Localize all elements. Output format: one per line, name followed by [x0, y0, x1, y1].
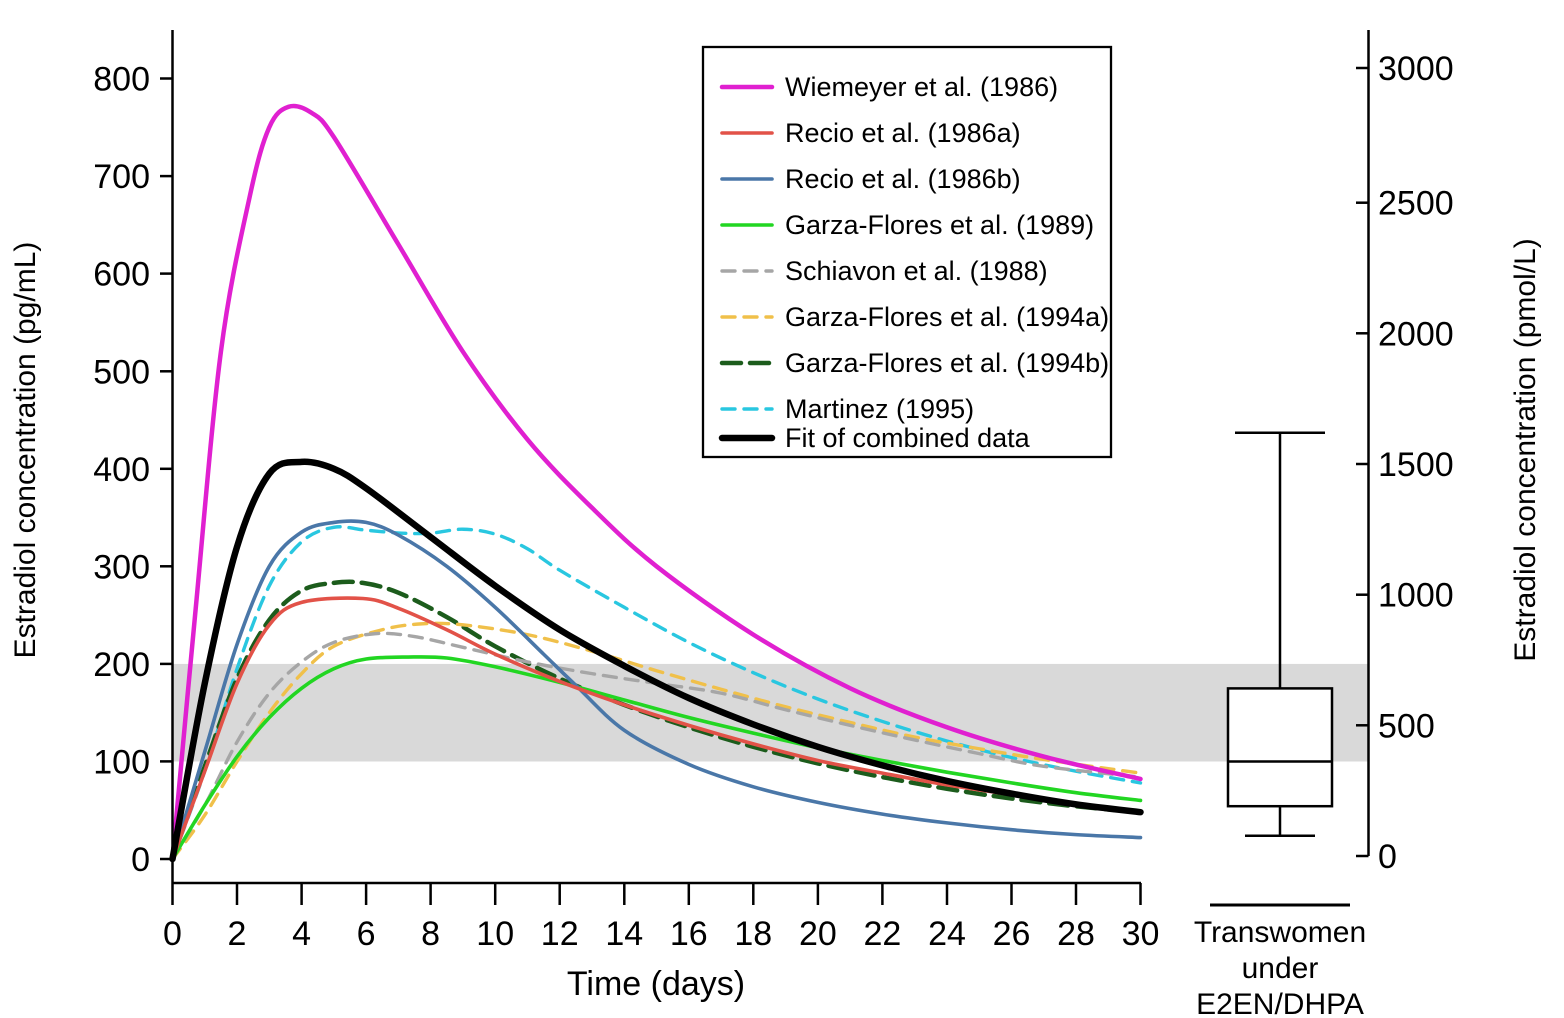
svg-text:Estradiol concentration (pg/mL: Estradiol concentration (pg/mL): [9, 242, 42, 659]
svg-text:Time (days): Time (days): [567, 965, 745, 1003]
svg-text:300: 300: [93, 548, 150, 586]
svg-text:14: 14: [605, 915, 643, 953]
svg-text:16: 16: [670, 915, 708, 953]
svg-text:8: 8: [421, 915, 440, 953]
svg-text:Martinez (1995): Martinez (1995): [785, 394, 974, 424]
svg-text:200: 200: [93, 646, 150, 684]
svg-text:0: 0: [1378, 838, 1397, 876]
svg-text:Recio et al. (1986a): Recio et al. (1986a): [785, 118, 1021, 148]
svg-text:6: 6: [357, 915, 376, 953]
svg-text:0: 0: [131, 841, 150, 879]
svg-text:Schiavon et al. (1988): Schiavon et al. (1988): [785, 256, 1048, 286]
svg-text:1000: 1000: [1378, 577, 1454, 615]
svg-text:100: 100: [93, 743, 150, 781]
svg-text:Wiemeyer et al. (1986): Wiemeyer et al. (1986): [785, 72, 1058, 102]
svg-text:Estradiol concentration (pmol/: Estradiol concentration (pmol/L): [1509, 238, 1542, 662]
svg-text:3000: 3000: [1378, 50, 1454, 88]
svg-text:400: 400: [93, 451, 150, 489]
svg-text:26: 26: [993, 915, 1031, 953]
svg-text:600: 600: [93, 256, 150, 294]
svg-text:Garza-Flores et al. (1994a): Garza-Flores et al. (1994a): [785, 302, 1109, 332]
svg-text:12: 12: [541, 915, 579, 953]
svg-text:2000: 2000: [1378, 315, 1454, 353]
svg-text:28: 28: [1057, 915, 1095, 953]
svg-text:Transwomen: Transwomen: [1194, 916, 1366, 949]
svg-text:under: under: [1242, 952, 1319, 985]
svg-text:Garza-Flores et al. (1994b): Garza-Flores et al. (1994b): [785, 348, 1109, 378]
svg-text:500: 500: [1378, 707, 1435, 745]
svg-text:1500: 1500: [1378, 446, 1454, 484]
svg-text:E2EN/DHPA: E2EN/DHPA: [1196, 988, 1364, 1018]
svg-text:Garza-Flores et al. (1989): Garza-Flores et al. (1989): [785, 210, 1094, 240]
svg-text:800: 800: [93, 61, 150, 99]
svg-text:0: 0: [163, 915, 182, 953]
svg-text:2500: 2500: [1378, 185, 1454, 223]
svg-text:24: 24: [928, 915, 966, 953]
svg-text:20: 20: [799, 915, 837, 953]
svg-text:4: 4: [292, 915, 311, 953]
svg-text:30: 30: [1122, 915, 1160, 953]
svg-text:18: 18: [734, 915, 772, 953]
svg-text:10: 10: [476, 915, 514, 953]
svg-text:500: 500: [93, 353, 150, 391]
svg-text:700: 700: [93, 158, 150, 196]
svg-text:Fit of combined data: Fit of combined data: [785, 423, 1031, 453]
svg-text:22: 22: [863, 915, 901, 953]
svg-text:Recio et al. (1986b): Recio et al. (1986b): [785, 164, 1021, 194]
svg-text:2: 2: [228, 915, 247, 953]
